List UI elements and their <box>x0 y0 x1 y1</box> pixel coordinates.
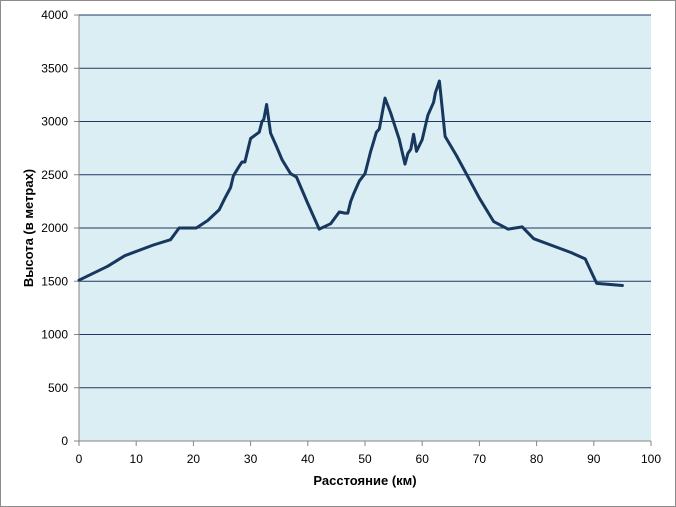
y-tick-label: 2500 <box>41 168 68 182</box>
x-axis-ticks: 0 10 20 30 40 50 60 70 80 90 100 <box>76 441 661 466</box>
gridlines <box>79 14 651 389</box>
x-tick-label: 80 <box>530 452 544 466</box>
x-tick-label: 100 <box>641 452 661 466</box>
y-tick-label: 0 <box>61 434 68 448</box>
series-line-elevation <box>77 79 624 287</box>
y-axis-ticks: 0 500 1000 1500 2000 2500 3000 3500 4000 <box>41 8 79 448</box>
y-tick-label: 4000 <box>41 8 68 22</box>
x-tick-label: 60 <box>416 452 430 466</box>
x-tick-label: 70 <box>473 452 487 466</box>
y-tick-label: 3000 <box>41 115 68 129</box>
y-axis-title: Высота (в метрах) <box>21 169 36 287</box>
y-tick-label: 1500 <box>41 274 68 288</box>
x-tick-label: 90 <box>587 452 601 466</box>
x-tick-label: 50 <box>358 452 372 466</box>
x-tick-label: 30 <box>244 452 258 466</box>
x-axis-title: Расстояние (км) <box>313 473 416 488</box>
x-tick-label: 10 <box>130 452 144 466</box>
x-tick-label: 0 <box>76 452 83 466</box>
x-tick-label: 40 <box>301 452 315 466</box>
y-tick-label: 1000 <box>41 328 68 342</box>
y-tick-label: 2000 <box>41 221 68 235</box>
y-tick-label: 500 <box>48 381 68 395</box>
x-tick-label: 20 <box>187 452 201 466</box>
y-tick-label: 3500 <box>41 61 68 75</box>
